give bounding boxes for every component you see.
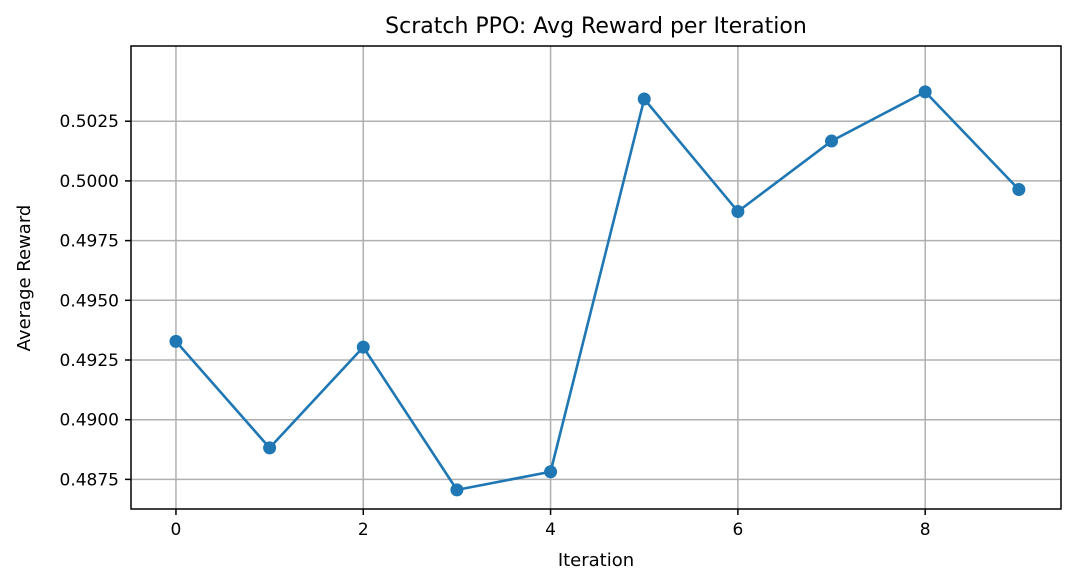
y-tick-label: 0.5000 — [60, 172, 119, 192]
x-tick-label: 4 — [545, 520, 556, 540]
y-tick-label: 0.4975 — [60, 232, 119, 252]
data-point — [450, 483, 464, 497]
data-point — [356, 340, 370, 354]
series-line — [174, 90, 1020, 492]
data-point — [169, 334, 183, 348]
y-tick-label: 0.5025 — [60, 112, 119, 132]
x-tick-label: 2 — [358, 520, 369, 540]
data-point — [1012, 183, 1026, 197]
series-reward — [169, 85, 1026, 497]
x-tick-label: 6 — [732, 520, 743, 540]
axis-ticks: 0 2 4 6 8 0.4875 0.4900 0.4925 0.4950 0.4975 0.500… — [60, 112, 931, 540]
data-point — [263, 441, 277, 455]
y-tick-label: 0.4900 — [60, 411, 119, 431]
x-tick-label: 8 — [920, 520, 931, 540]
x-axis-label: Iteration — [558, 550, 634, 571]
data-point — [544, 465, 558, 479]
chart-title: Scratch PPO: Avg Reward per Iteration — [385, 14, 807, 39]
plot-frame — [130, 45, 1062, 510]
data-point — [637, 92, 651, 106]
grid-lines — [131, 46, 1061, 509]
data-point — [918, 85, 932, 99]
data-point — [825, 134, 839, 148]
y-tick-label: 0.4950 — [60, 291, 119, 311]
data-point — [731, 204, 745, 218]
y-axis-label: Average Reward — [14, 205, 35, 352]
x-tick-label: 0 — [171, 520, 182, 540]
y-tick-label: 0.4925 — [60, 351, 119, 371]
y-tick-label: 0.4875 — [60, 470, 119, 490]
